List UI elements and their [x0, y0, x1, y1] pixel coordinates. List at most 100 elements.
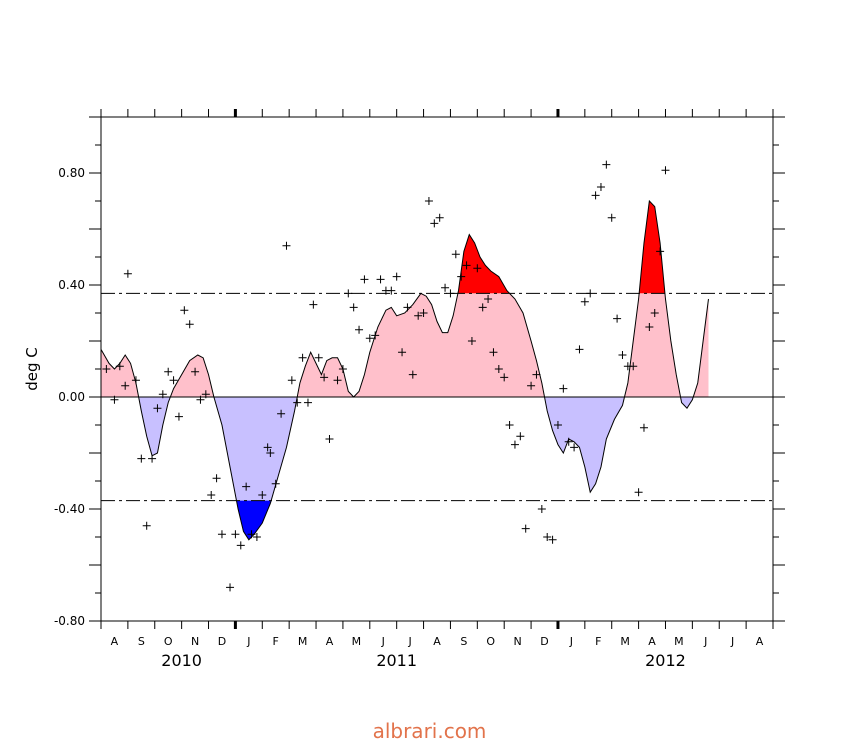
observation-point: [158, 390, 167, 399]
observation-point: [349, 303, 358, 312]
observation-point: [629, 362, 638, 371]
observation-point: [419, 309, 428, 317]
observation-point: [365, 334, 374, 343]
month-label: A: [648, 635, 656, 648]
observation-point: [661, 166, 670, 175]
month-label: F: [595, 635, 601, 648]
month-label: O: [164, 635, 173, 648]
month-label: A: [433, 635, 441, 648]
observation-point: [123, 269, 132, 278]
month-label: J: [569, 635, 573, 648]
observation-point: [650, 309, 659, 317]
observation-point: [596, 183, 605, 191]
observation-point: [217, 530, 226, 539]
month-label: A: [326, 635, 334, 648]
observation-point: [148, 454, 157, 463]
observation-point: [309, 300, 318, 309]
observation-point: [226, 583, 235, 592]
month-label: F: [273, 635, 279, 648]
observation-point: [236, 541, 245, 550]
observation-point: [142, 521, 151, 530]
observation-point: [634, 488, 643, 497]
observation-point: [314, 353, 323, 362]
observation-point: [467, 337, 476, 345]
y-tick-label: 0.00: [58, 390, 85, 404]
observation-point: [191, 367, 200, 376]
month-label: O: [486, 635, 495, 648]
observation-point: [277, 409, 286, 418]
observation-point: [408, 370, 417, 379]
month-label: D: [218, 635, 226, 648]
observation-point: [282, 241, 291, 250]
observation-point: [575, 345, 584, 354]
month-label: J: [407, 635, 411, 648]
observation-point: [247, 530, 256, 539]
month-label: J: [381, 635, 385, 648]
smoothed-anomaly-line: [101, 199, 709, 541]
month-label: N: [191, 635, 199, 648]
line-layer: [101, 199, 773, 541]
observation-point: [293, 398, 302, 407]
observation-point: [185, 320, 194, 329]
observation-point: [435, 213, 444, 222]
year-label: 2012: [645, 651, 686, 670]
observation-point: [180, 306, 189, 315]
observation-point: [137, 454, 146, 463]
observation-point: [548, 535, 557, 544]
observation-point: [131, 376, 140, 385]
observation-point: [376, 275, 385, 284]
observation-point: [532, 370, 541, 379]
observation-point: [656, 247, 665, 256]
observation-point: [371, 331, 380, 340]
observation-point: [489, 348, 498, 357]
observation-point: [325, 435, 334, 443]
month-label: J: [730, 635, 734, 648]
observation-point: [338, 365, 347, 373]
observation-point: [591, 191, 600, 200]
observation-point: [121, 381, 130, 390]
month-label: D: [540, 635, 548, 648]
observation-point: [333, 376, 342, 385]
observation-point: [521, 524, 530, 533]
observation-point: [169, 376, 178, 385]
year-label: 2011: [376, 651, 417, 670]
observation-point: [242, 482, 251, 491]
observation-point: [451, 250, 460, 259]
observation-point: [500, 373, 509, 382]
observation-point: [174, 412, 183, 421]
strong-warm-fill: [457, 201, 665, 294]
observation-point: [207, 491, 216, 499]
observation-point: [360, 275, 369, 284]
observation-point: [303, 398, 312, 407]
observation-point: [580, 297, 589, 306]
cool-fill: [101, 397, 709, 501]
observation-point: [110, 395, 119, 404]
observation-point: [484, 295, 493, 303]
observation-point: [102, 365, 111, 373]
y-tick-label: 0.40: [58, 278, 85, 292]
observation-point: [344, 289, 353, 298]
axes-layer: [89, 109, 785, 629]
observation-point: [258, 491, 267, 499]
observation-point: [355, 325, 364, 334]
observation-point: [201, 390, 210, 399]
watermark: albrari.com: [372, 719, 487, 743]
month-label: A: [756, 635, 764, 648]
observation-point: [613, 314, 622, 323]
label-layer: -0.80 -0.40 0.00 0.40 0.80 A S O N D J F M A M J J A S O N D J…: [23, 166, 764, 670]
month-label: M: [352, 635, 362, 648]
observation-point: [320, 373, 329, 382]
month-label: J: [703, 635, 707, 648]
month-label: N: [514, 635, 522, 648]
month-label: J: [246, 635, 250, 648]
anomaly-fill-layer: [101, 201, 709, 540]
observation-point: [457, 272, 466, 281]
observation-point: [494, 365, 503, 373]
month-label: A: [111, 635, 119, 648]
strong-cool-fill: [236, 500, 272, 540]
year-label: 2010: [161, 651, 202, 670]
observation-point: [271, 479, 280, 488]
observation-point: [527, 381, 536, 390]
observation-point: [462, 261, 471, 270]
observation-point: [441, 283, 450, 292]
